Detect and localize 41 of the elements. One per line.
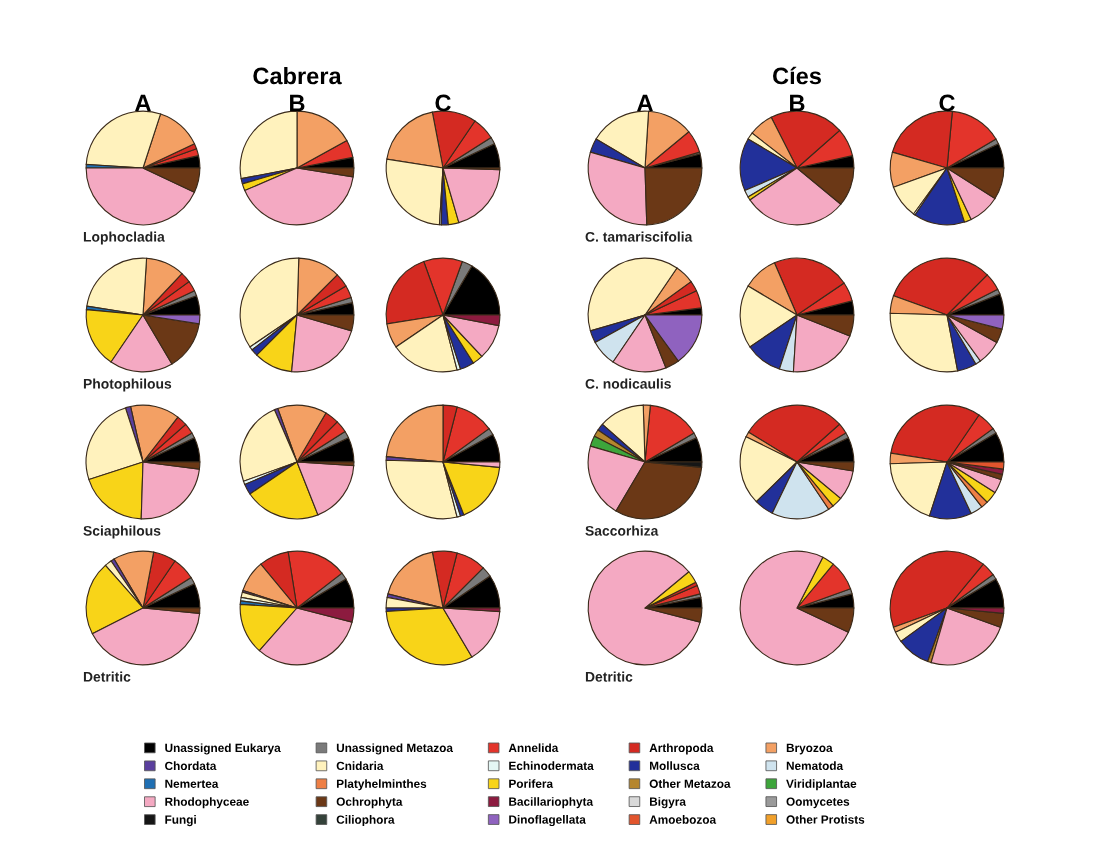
chart-title: C	[939, 94, 955, 112]
legend-label: Unassigned Eukarya	[165, 743, 281, 755]
text: Detritic	[585, 671, 633, 682]
legend-label: Mollusca	[649, 761, 700, 770]
legend-label: Arthropoda	[649, 743, 714, 755]
text: Saccorhiza	[585, 525, 659, 536]
legend-label: Ochrophyta	[336, 797, 403, 809]
chart-title: B	[290, 94, 305, 112]
legend-label: Nematoda	[786, 761, 844, 770]
legend-label: Annelida	[508, 743, 559, 753]
chart-title: A	[135, 94, 151, 112]
legend-label: Viridiplantae	[786, 779, 857, 791]
chart-title: C	[435, 94, 451, 112]
legend-label: Echinodermata	[509, 761, 594, 770]
legend-label: Amoebozoa	[649, 815, 717, 824]
chart-title: A	[637, 94, 653, 112]
legend-label: Other Metazoa	[649, 779, 731, 788]
legend-label: Other Protists	[786, 815, 865, 824]
chart-subtitle: Cabrera	[253, 67, 342, 85]
text: Detritic	[83, 671, 131, 682]
legend-label: Rhodophyceae	[165, 797, 249, 809]
legend-label: Fungi	[165, 815, 196, 827]
text: Sciaphilous	[83, 525, 161, 539]
legend-label: Unassigned Metazoa	[336, 743, 454, 755]
chart-title: B	[790, 94, 805, 112]
legend-label: Cnidaria	[336, 761, 384, 771]
text: C. nodicaulis	[585, 378, 671, 389]
legend-label: Porifera	[509, 779, 554, 788]
legend-label: Bacillariophyta	[509, 797, 594, 809]
legend-label: Bryozoa	[786, 743, 833, 755]
legend-label: Ciliophora	[336, 815, 395, 827]
legend-label: Nemertea	[165, 779, 219, 788]
legend-label: Platyhelminthes	[336, 779, 427, 791]
chart-subtitle: Cíes	[773, 66, 821, 85]
legend-label: Chordata	[165, 761, 217, 771]
legend-label: Dinoflagellata	[509, 815, 586, 827]
legend-label: Oomycetes	[786, 797, 850, 809]
text: Lophocladia	[83, 231, 165, 245]
legend-label: Bigyra	[649, 797, 687, 809]
text: C. tamariscifolia	[585, 231, 693, 242]
text: Photophilous	[83, 378, 172, 392]
